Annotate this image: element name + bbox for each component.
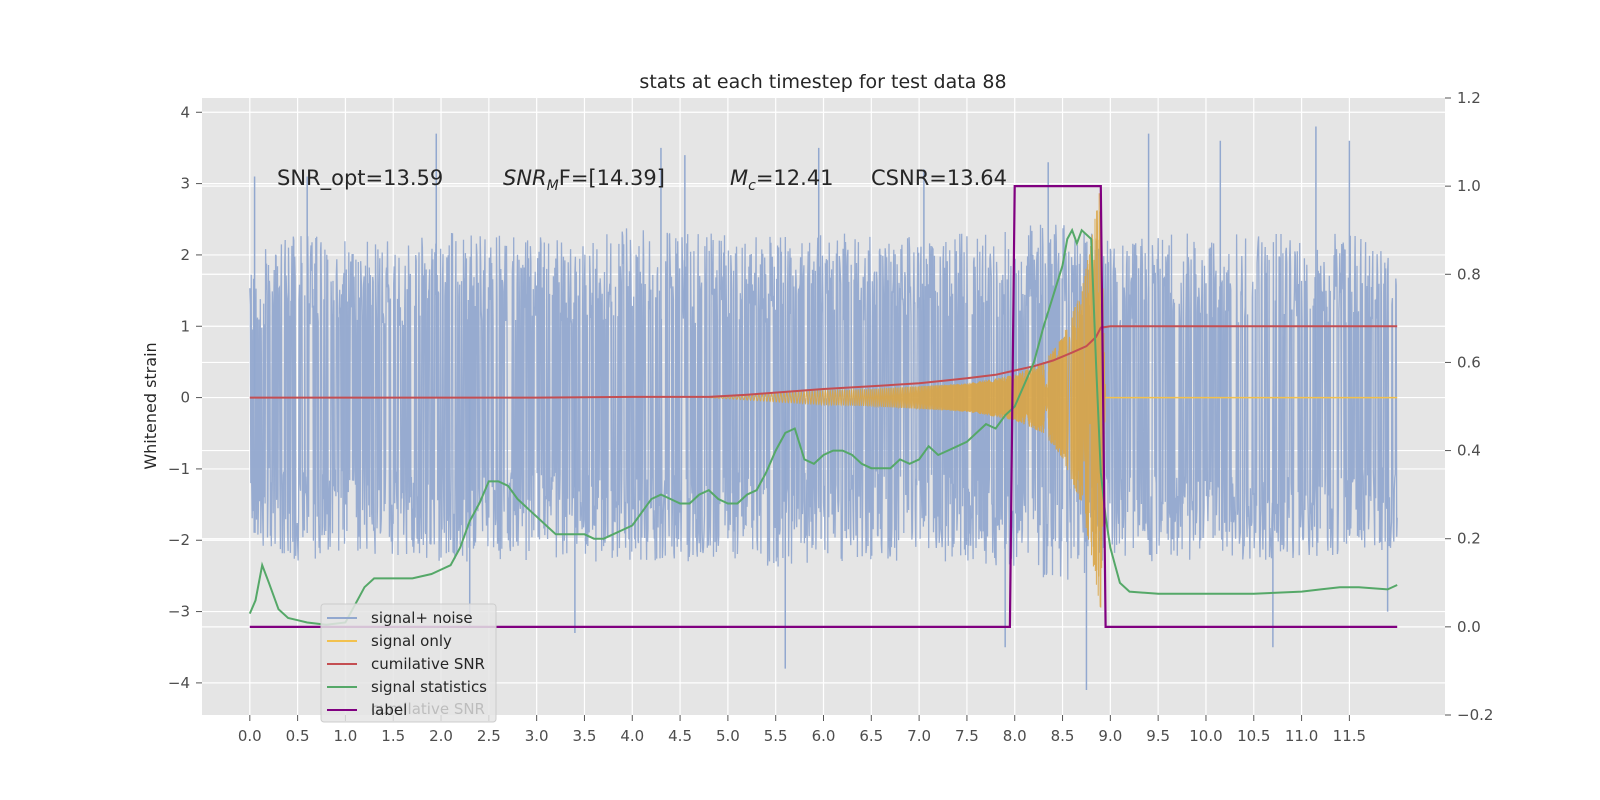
x-tick-label: 4.5 [668,727,692,745]
series-layer [248,126,1398,691]
legend-ghost-label: cumilative SNR [371,700,485,718]
y-tick-label-left: 4 [180,103,190,121]
x-tick-label: 11.0 [1285,727,1318,745]
y-tick-label-right: 0.4 [1457,442,1481,460]
legend-label: cumilative SNR [371,655,485,673]
y-tick-label-left: −4 [168,674,190,692]
legend-box [320,603,497,723]
annotation-snr-mf: SNRMF=[14.39] [503,166,665,194]
y-axis-label: Whitened strain [141,342,160,469]
x-tick-label: 10.0 [1189,727,1222,745]
x-tick-label: 5.5 [764,727,788,745]
x-tick-label: 3.5 [573,727,597,745]
y-tick-label-left: −2 [168,531,190,549]
y-tick-label-right: 0.6 [1457,353,1481,371]
legend-entries: signal+ noise signal only cumilative SNR si… [327,609,487,719]
x-tick-label: 7.0 [907,727,931,745]
x-tick-label: 1.5 [381,727,405,745]
x-tick-label: 11.5 [1333,727,1366,745]
series-label-line [249,185,1398,628]
x-tick-label: 0.0 [238,727,262,745]
annotation-csnr: CSNR=13.64 [871,166,1007,190]
series-signal-statistics-line [248,227,1398,626]
legend: cumilative SNR signal+ noise signal only c… [320,603,497,723]
y-tick-label-left: 1 [180,317,190,335]
axes-layer: 0.0 0.5 1.0 1.5 2.0 2.5 3.0 3.5 4.0 4.5 5.0 5.5 6.0 6… [168,89,1494,745]
y-tick-label-left: 0 [180,389,190,407]
x-tick-label: 2.5 [477,727,501,745]
legend-label: signal statistics [371,678,487,696]
y-tick-label-right: 0.2 [1457,530,1481,548]
x-tick-label: 9.5 [1146,727,1170,745]
y-tick-label-right: 0.8 [1457,265,1481,283]
y-tick-label-left: 3 [180,175,190,193]
x-tick-label: 4.0 [620,727,644,745]
y-tick-label-left: −1 [168,460,190,478]
x-tick-label: 8.5 [1051,727,1075,745]
x-tick-label: 1.0 [333,727,357,745]
x-tick-label: 7.5 [955,727,979,745]
x-tick-label: 5.0 [716,727,740,745]
chart-title: stats at each timestep for test data 88 [639,71,1006,93]
y-tick-label-right: −0.2 [1457,706,1493,724]
legend-label: label [371,701,407,719]
x-tick-label: 2.0 [429,727,453,745]
x-tick-label: 0.5 [286,727,310,745]
x-tick-label: 9.0 [1098,727,1122,745]
legend-label: signal only [371,632,452,650]
x-tick-label: 6.5 [859,727,883,745]
y-tick-label-left: 2 [180,246,190,264]
x-tick-label: 10.5 [1237,727,1270,745]
annotation-snr-opt: SNR_opt=13.59 [277,166,443,191]
x-tick-label: 8.0 [1003,727,1027,745]
y-tick-label-right: 0.0 [1457,618,1481,636]
y-tick-label-left: −3 [168,603,190,621]
x-tick-label: 3.0 [525,727,549,745]
y-tick-label-right: 1.2 [1457,89,1481,107]
series-signal-noise-line [249,224,1398,580]
annotation-mc: Mc=12.41 [730,166,834,194]
y-tick-label-right: 1.0 [1457,177,1481,195]
legend-label: signal+ noise [371,609,473,627]
x-tick-label: 6.0 [812,727,836,745]
